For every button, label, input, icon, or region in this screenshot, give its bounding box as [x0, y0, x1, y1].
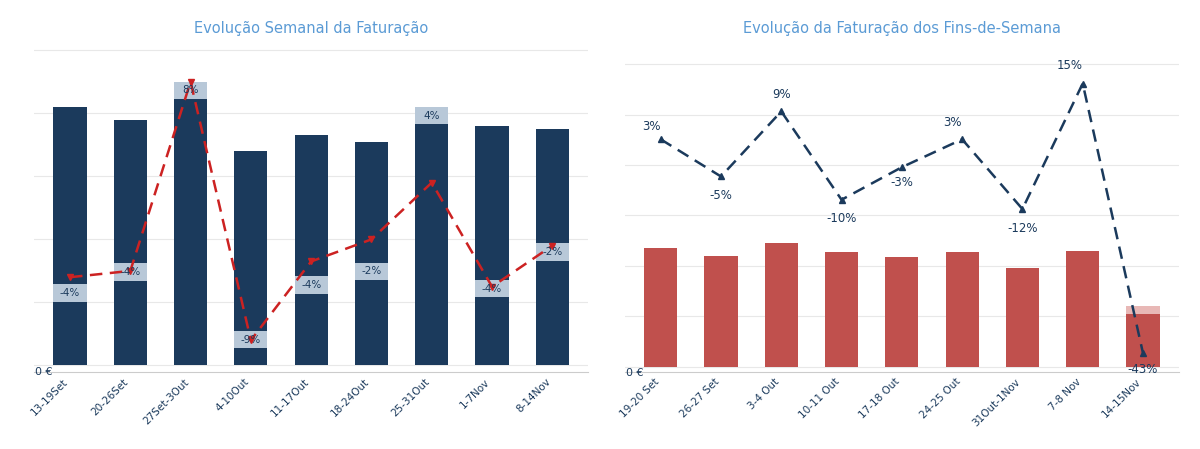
Bar [114, 264, 146, 281]
Bar [475, 280, 509, 298]
Text: 0 €: 0 € [625, 368, 643, 378]
Bar [234, 151, 268, 365]
Title: Evolução Semanal da Faturação: Evolução Semanal da Faturação [194, 21, 428, 36]
Bar [54, 107, 86, 365]
Text: 3%: 3% [642, 120, 661, 133]
Bar [1066, 251, 1099, 367]
Bar [294, 135, 328, 365]
Bar [704, 256, 738, 367]
Text: -2%: -2% [361, 266, 382, 277]
Bar [644, 248, 677, 367]
Bar [415, 107, 449, 124]
Bar [355, 142, 388, 365]
Bar [824, 252, 858, 367]
Bar [54, 284, 86, 302]
Text: -5%: -5% [709, 189, 732, 202]
Bar [764, 243, 798, 367]
Bar [174, 99, 208, 365]
Text: -2%: -2% [542, 247, 563, 257]
Bar [475, 126, 509, 365]
Text: -4%: -4% [482, 284, 502, 294]
Text: 8%: 8% [182, 85, 199, 96]
Text: -4%: -4% [120, 267, 140, 277]
Bar [415, 124, 449, 365]
Text: -9%: -9% [241, 335, 260, 345]
Bar [886, 257, 918, 367]
Bar [234, 331, 268, 348]
Text: 9%: 9% [772, 88, 791, 101]
Text: -43%: -43% [1128, 363, 1158, 376]
Text: 0 €: 0 € [35, 367, 53, 377]
Bar [1127, 314, 1159, 367]
Bar [294, 276, 328, 294]
Text: 3%: 3% [943, 116, 962, 129]
Bar [114, 119, 146, 365]
Text: -10%: -10% [827, 212, 857, 225]
Bar [535, 243, 569, 261]
Title: Evolução da Faturação dos Fins-de-Semana: Evolução da Faturação dos Fins-de-Semana [743, 21, 1061, 36]
Text: 15%: 15% [1057, 59, 1082, 72]
Bar [535, 129, 569, 365]
Text: -12%: -12% [1007, 222, 1038, 235]
Bar [1006, 269, 1039, 367]
Bar [946, 252, 979, 367]
Bar [355, 263, 388, 280]
Bar [174, 82, 208, 99]
Text: 4%: 4% [424, 110, 440, 121]
Text: -3%: -3% [890, 176, 913, 189]
Text: -4%: -4% [60, 288, 80, 298]
Text: -4%: -4% [301, 280, 322, 290]
Bar [1127, 306, 1159, 314]
